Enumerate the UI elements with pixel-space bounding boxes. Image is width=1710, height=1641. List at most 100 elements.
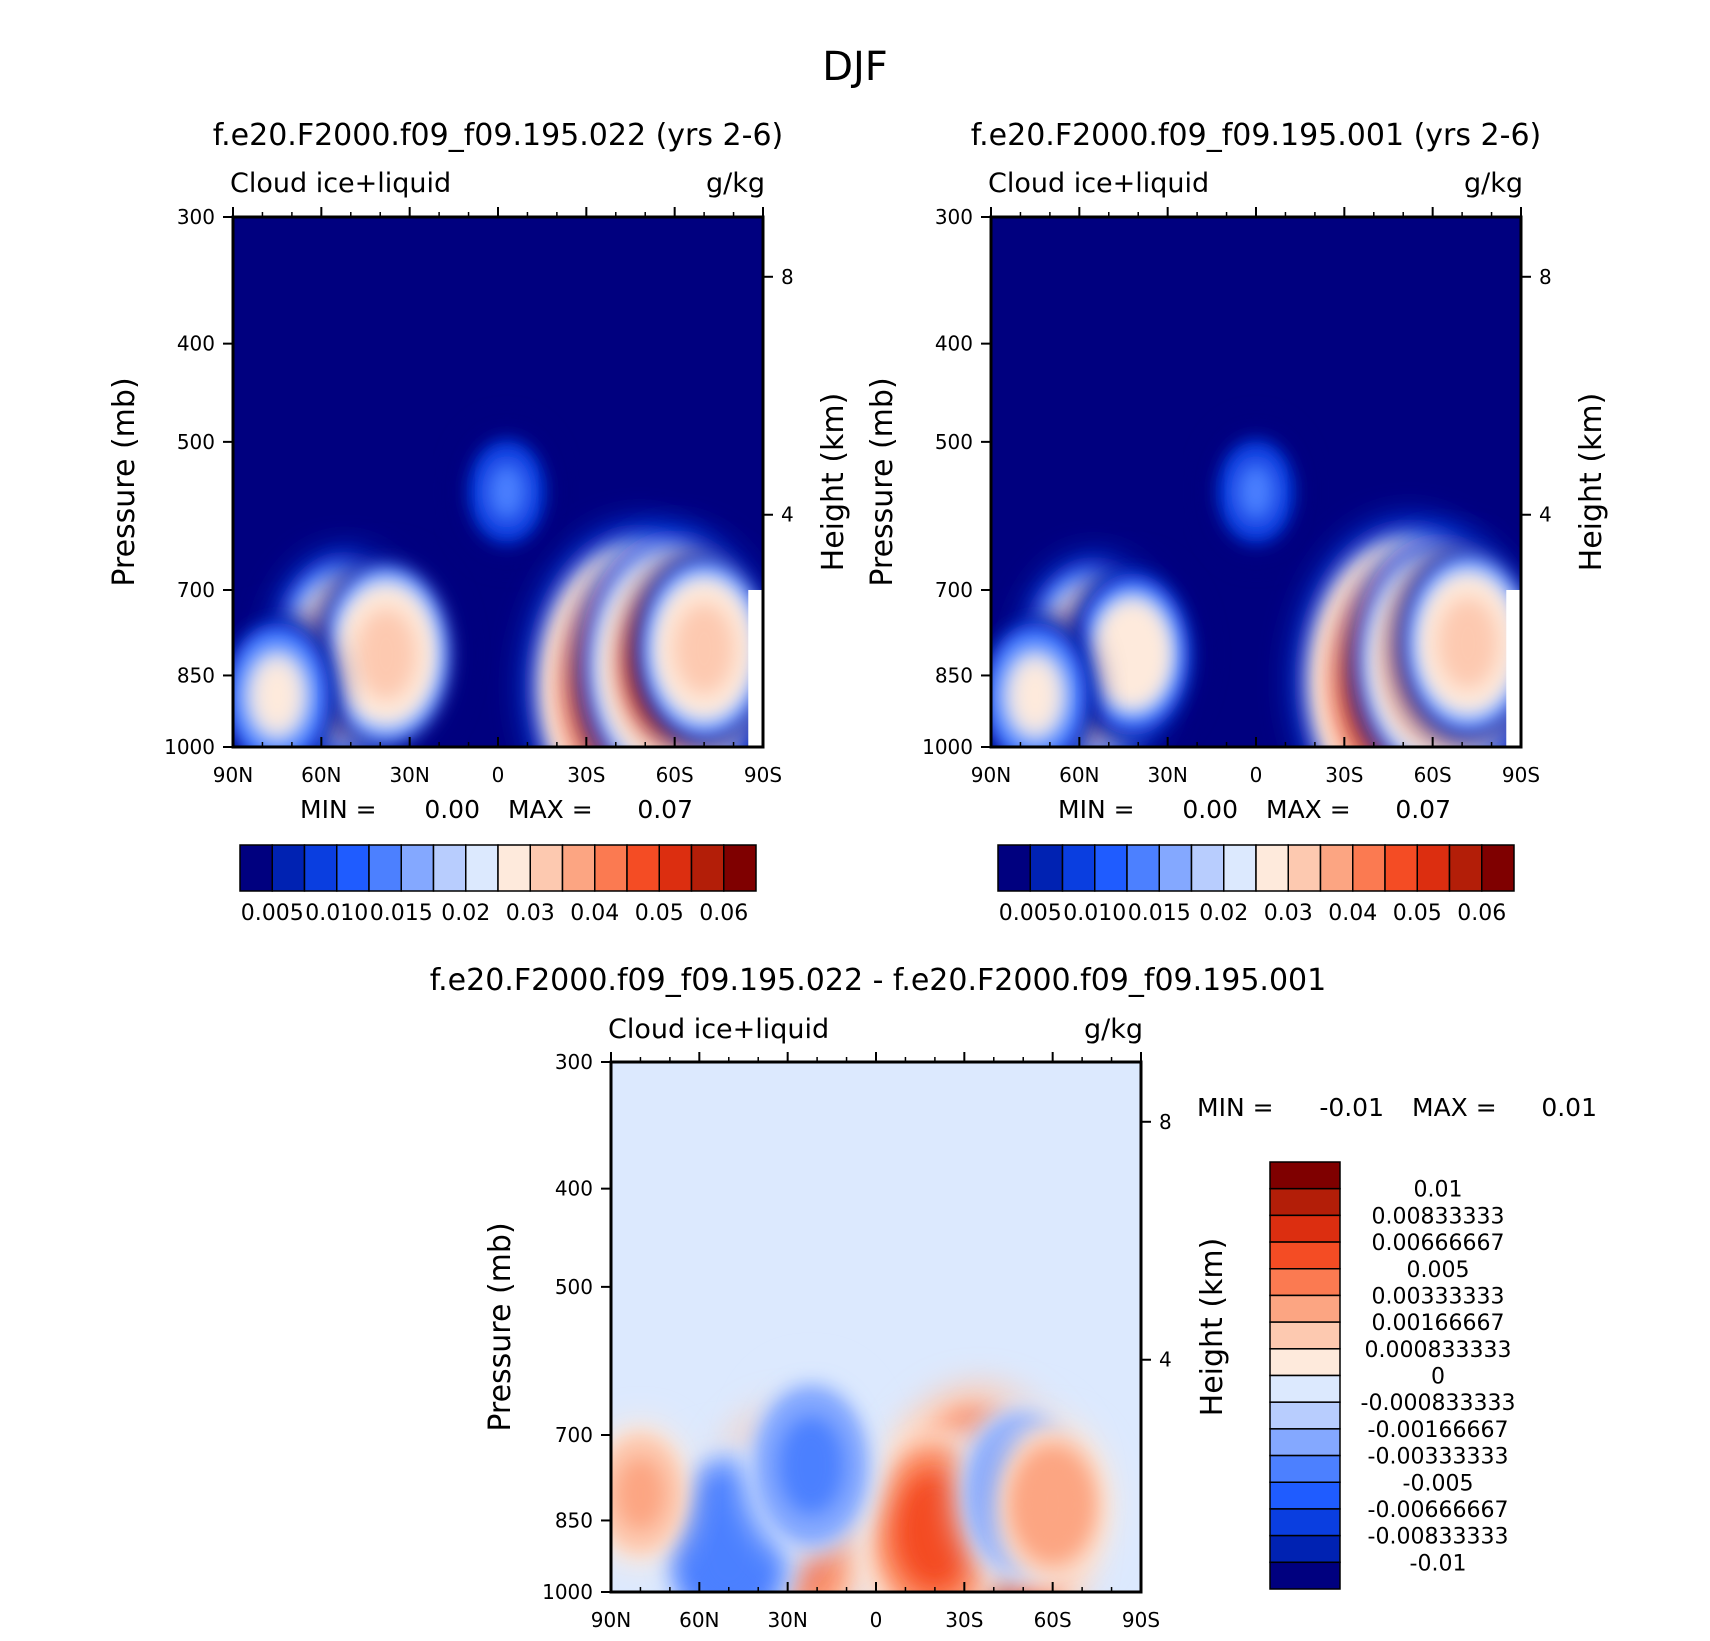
colorbar-label: -0.00333333 (1368, 1445, 1509, 1470)
field-feature (993, 1420, 1113, 1589)
x-tick-label: 90S (1122, 1608, 1160, 1632)
colorbar-label: 0.010 (305, 901, 368, 926)
field-contour (777, 1415, 845, 1515)
y-tick-label: 500 (177, 430, 215, 454)
colorbar-box (1319, 844, 1354, 892)
colorbar-box (1416, 844, 1451, 892)
colorbar-box (626, 844, 660, 892)
colorbar-label: 0.05 (1393, 901, 1442, 926)
colorbar-label: -0.00166667 (1368, 1418, 1509, 1443)
panel-1-field (233, 217, 763, 747)
y-tick-label: 1000 (922, 735, 973, 759)
y2-tick-label: 8 (781, 265, 794, 289)
panel-2-variable: Cloud ice+liquid (988, 168, 1209, 199)
x-tick-label: 0 (1250, 763, 1263, 787)
panel-3-max-value: 0.01 (1541, 1093, 1597, 1122)
panel-3-max-label: MAX = (1412, 1093, 1497, 1122)
colorbar-label: 0.015 (1128, 901, 1191, 926)
colorbar-label: 0.04 (1328, 901, 1377, 926)
panel-2-max-value: 0.07 (1395, 795, 1451, 824)
colorbar-box (1269, 1374, 1341, 1403)
y-tick-label: 700 (555, 1423, 593, 1447)
colorbar-label: 0.03 (1264, 901, 1313, 926)
panel-2-ylabel2: Height (km) (1574, 393, 1609, 572)
colorbar-box (1094, 844, 1128, 892)
field-contour (355, 608, 417, 701)
panel-3-field (611, 1062, 1141, 1592)
panel-3-variable: Cloud ice+liquid (608, 1014, 829, 1045)
y-tick-label: 400 (555, 1177, 593, 1201)
y2-tick-label: 8 (1159, 1110, 1172, 1134)
panel-2-units: g/kg (1464, 168, 1523, 199)
colorbar-box (1269, 1454, 1341, 1483)
colorbar-label: 0.005 (241, 901, 304, 926)
x-tick-label: 30N (1147, 763, 1187, 787)
colorbar-label: 0.04 (570, 901, 619, 926)
panel-2-ylabel: Pressure (mb) (865, 377, 900, 586)
colorbar-box (1223, 844, 1257, 892)
colorbar-box (1269, 1187, 1341, 1217)
colorbar-label: 0.005 (1407, 1258, 1470, 1283)
colorbar-box (594, 844, 628, 892)
panel-3-colorbar: 0.010.008333330.006666670.0050.003333330… (1269, 1161, 1516, 1590)
colorbar-box (658, 844, 693, 892)
colorbar-box (997, 844, 1031, 892)
field-contour (1023, 1461, 1082, 1548)
panel-2-field (991, 217, 1521, 747)
colorbar-label: 0.00666667 (1372, 1231, 1505, 1256)
panel-3-min-label: MIN = (1197, 1093, 1274, 1122)
colorbar-box (303, 844, 338, 892)
field-feature (315, 554, 457, 747)
colorbar-box (1255, 844, 1289, 892)
panel-2-min-value: 0.00 (1182, 795, 1238, 824)
colorbar-label: 0 (1431, 1365, 1445, 1390)
y2-tick-label: 8 (1539, 265, 1552, 289)
x-tick-label: 60S (1034, 1608, 1072, 1632)
field-contour (1437, 597, 1499, 690)
panel-3-title: f.e20.F2000.f09_f09.195.022 - f.e20.F200… (430, 963, 1326, 998)
panel-1-variable: Cloud ice+liquid (230, 168, 451, 199)
y-tick-label: 850 (935, 663, 973, 687)
colorbar-box (1352, 844, 1386, 892)
field-feature (991, 613, 1094, 747)
field-feature (1210, 427, 1302, 556)
x-tick-label: 30N (389, 763, 429, 787)
colorbar-box (1126, 844, 1160, 892)
colorbar-box (1269, 1321, 1341, 1350)
colorbar-label: 0.005 (999, 901, 1062, 926)
x-tick-label: 30N (767, 1608, 807, 1632)
y-tick-label: 500 (555, 1275, 593, 1299)
field-contour (487, 462, 527, 522)
colorbar-label: 0.01 (1414, 1178, 1463, 1203)
field-feature (611, 1422, 692, 1566)
colorbar-label: -0.000833333 (1361, 1391, 1516, 1416)
colorbar-box (1269, 1534, 1341, 1564)
panel-3-units: g/kg (1084, 1014, 1143, 1045)
colorbar-box (723, 844, 757, 892)
colorbar-label: 0.05 (635, 901, 684, 926)
panel-2-max-label: MAX = (1266, 795, 1351, 824)
field-feature (743, 1369, 880, 1562)
x-tick-label: 60S (656, 763, 694, 787)
panel-2-ticks: 90N 60N 30N 0 30S 60S 90S 300 400 500 700 850 1000 8 4 (922, 205, 1552, 787)
colorbar-box (1061, 844, 1096, 892)
colorbar-box (1448, 844, 1483, 892)
colorbar-box (271, 844, 306, 892)
y-tick-label: 300 (177, 205, 215, 229)
panel-1-ylabel: Pressure (mb) (107, 377, 142, 586)
x-tick-label: 30S (1325, 763, 1363, 787)
field-contour (615, 1456, 666, 1531)
field-feature (233, 613, 336, 747)
colorbar-label: 0.06 (1457, 901, 1506, 926)
colorbar-label: 0.015 (370, 901, 433, 926)
panel-1-units: g/kg (706, 168, 765, 199)
y2-tick-label: 4 (1539, 503, 1552, 527)
panel-1-min-label: MIN = (300, 795, 377, 824)
field-feature (633, 549, 763, 747)
field-missing (748, 589, 763, 747)
field-contour (1010, 657, 1061, 734)
panel-1-min-value: 0.00 (424, 795, 480, 824)
colorbar-box (561, 844, 596, 892)
